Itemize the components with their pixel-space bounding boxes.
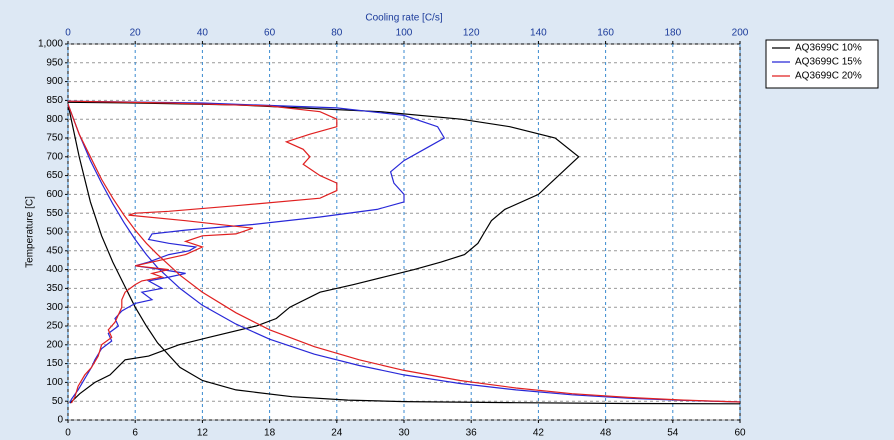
x2-tick-label: 40 xyxy=(197,28,209,39)
legend-label: AQ3699C 20% xyxy=(795,71,862,82)
x-tick-label: 18 xyxy=(264,428,276,439)
x-tick-label: 48 xyxy=(600,428,612,439)
cooling-curve xyxy=(67,103,741,403)
y-tick-label: 850 xyxy=(46,95,63,106)
y-tick-label: 250 xyxy=(46,321,63,332)
y-tick-label: 300 xyxy=(46,302,63,313)
x2-axis-title: Cooling rate [C/s] xyxy=(365,13,442,24)
y-tick-label: 100 xyxy=(46,377,63,388)
x2-tick-label: 140 xyxy=(530,28,547,39)
x-tick-label: 42 xyxy=(533,428,545,439)
y-tick-label: 700 xyxy=(46,151,63,162)
y-tick-label: 200 xyxy=(46,339,63,350)
x-tick-label: 24 xyxy=(331,428,343,439)
y-tick-label: 650 xyxy=(46,170,63,181)
y-tick-label: 400 xyxy=(46,264,63,275)
y-tick-label: 450 xyxy=(46,245,63,256)
legend-label: AQ3699C 15% xyxy=(795,57,862,68)
cooling-rate-curve xyxy=(67,100,338,404)
cooling-curve xyxy=(67,104,741,405)
x2-tick-label: 0 xyxy=(65,28,71,39)
y-tick-label: 900 xyxy=(46,76,63,87)
x-tick-label: 6 xyxy=(132,428,138,439)
y-tick-label: 950 xyxy=(46,57,63,68)
x2-tick-label: 180 xyxy=(664,28,681,39)
y-tick-label: 1,000 xyxy=(38,39,63,50)
legend-label: AQ3699C 10% xyxy=(795,43,862,54)
cooling-curve xyxy=(67,103,741,403)
y-tick-label: 550 xyxy=(46,208,63,219)
y-axis-title: Temperature [C] xyxy=(25,196,36,268)
cooling-rate-curve xyxy=(67,101,580,404)
x2-tick-label: 100 xyxy=(396,28,413,39)
x2-tick-label: 160 xyxy=(597,28,614,39)
y-tick-label: 500 xyxy=(46,227,63,238)
y-tick-label: 150 xyxy=(46,358,63,369)
x-tick-label: 54 xyxy=(667,428,679,439)
x2-tick-label: 60 xyxy=(264,28,276,39)
x2-tick-label: 20 xyxy=(130,28,142,39)
x-tick-label: 12 xyxy=(197,428,209,439)
x-tick-label: 0 xyxy=(65,428,71,439)
y-tick-label: 350 xyxy=(46,283,63,294)
x2-tick-label: 200 xyxy=(732,28,749,39)
x-tick-label: 30 xyxy=(398,428,410,439)
x2-tick-label: 80 xyxy=(331,28,343,39)
cooling-rate-curve xyxy=(67,100,446,404)
x-tick-label: 60 xyxy=(734,428,746,439)
y-tick-label: 0 xyxy=(57,415,63,426)
x2-tick-label: 120 xyxy=(463,28,480,39)
y-tick-label: 600 xyxy=(46,189,63,200)
y-tick-label: 800 xyxy=(46,114,63,125)
y-tick-label: 750 xyxy=(46,133,63,144)
y-tick-label: 50 xyxy=(52,396,64,407)
x-tick-label: 36 xyxy=(466,428,478,439)
